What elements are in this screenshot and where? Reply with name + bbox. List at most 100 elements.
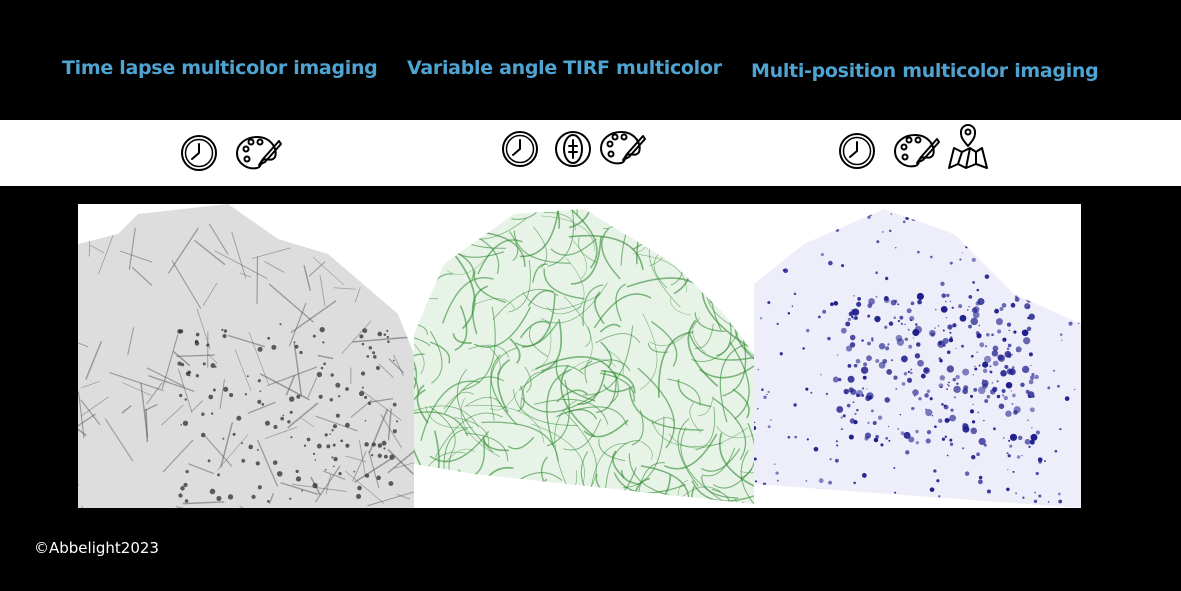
texture	[871, 409, 874, 413]
texture	[1024, 438, 1031, 445]
title: Multi-position multicolor imaging	[751, 60, 1099, 82]
texture	[976, 452, 980, 457]
texture	[806, 328, 810, 333]
texture	[940, 306, 948, 313]
texture	[314, 459, 317, 461]
texture	[563, 418, 602, 451]
texture	[949, 300, 951, 303]
texture	[779, 352, 783, 356]
texture	[340, 439, 344, 443]
texture	[1011, 353, 1014, 356]
texture	[595, 333, 641, 344]
texture	[902, 220, 906, 224]
texture	[256, 448, 259, 451]
palette-icon	[600, 131, 646, 165]
texture	[757, 408, 759, 410]
texture	[317, 354, 334, 360]
texture	[787, 312, 791, 315]
texture	[202, 283, 218, 307]
texture	[425, 405, 474, 429]
texture	[223, 329, 228, 333]
texture	[1013, 330, 1017, 334]
texture	[377, 443, 383, 448]
texture	[185, 469, 189, 474]
texture	[861, 473, 867, 478]
texture	[259, 390, 262, 393]
texture	[698, 396, 714, 416]
texture	[372, 351, 376, 355]
texture	[361, 389, 402, 421]
texture	[78, 340, 89, 348]
texture	[841, 264, 845, 268]
texture	[396, 420, 399, 423]
texture	[361, 342, 365, 346]
texture	[121, 405, 132, 414]
texture	[1024, 303, 1031, 310]
texture	[866, 355, 872, 362]
texture	[971, 455, 976, 460]
texture	[978, 324, 981, 327]
texture	[532, 263, 548, 283]
texture	[296, 394, 301, 399]
texture	[365, 473, 370, 478]
texture	[187, 370, 192, 375]
texture	[239, 272, 252, 278]
texture	[873, 437, 879, 443]
texture	[194, 239, 226, 266]
texture	[247, 401, 276, 415]
texture	[325, 474, 332, 495]
texture	[456, 368, 494, 453]
texture	[900, 322, 904, 326]
texture	[378, 363, 394, 378]
texture	[443, 391, 475, 410]
texture	[857, 297, 861, 301]
texture	[271, 344, 277, 350]
texture	[414, 451, 466, 504]
texture	[759, 317, 763, 320]
texture	[208, 394, 214, 400]
texture	[414, 357, 419, 394]
texture	[849, 342, 856, 348]
texture	[621, 469, 640, 486]
texture	[244, 393, 248, 396]
texture	[531, 323, 552, 371]
texture	[895, 387, 898, 391]
texture	[1007, 454, 1011, 458]
texture	[577, 237, 597, 263]
texture	[291, 483, 347, 492]
texture	[598, 439, 626, 462]
texture	[836, 354, 839, 356]
texture	[1058, 499, 1063, 504]
texture	[888, 321, 894, 326]
texture	[978, 386, 986, 395]
texture	[473, 270, 507, 304]
texture	[754, 426, 757, 431]
texture	[631, 410, 644, 446]
texture	[983, 419, 985, 422]
texture	[754, 480, 758, 483]
texture	[955, 374, 960, 380]
texture	[276, 471, 283, 477]
texture	[805, 480, 808, 482]
texture	[316, 443, 322, 449]
texture	[967, 309, 969, 311]
texture	[904, 337, 908, 341]
texture	[533, 226, 548, 269]
texture	[515, 321, 559, 347]
texture	[182, 420, 189, 426]
texture	[146, 382, 163, 405]
texture	[383, 454, 388, 459]
texture	[828, 480, 833, 485]
texture	[301, 418, 315, 428]
texture	[1006, 452, 1009, 455]
texture	[992, 386, 998, 393]
texture	[871, 339, 874, 342]
texture	[572, 240, 587, 280]
texture	[810, 391, 813, 394]
texture	[367, 397, 394, 404]
texture	[677, 418, 699, 487]
texture	[916, 342, 921, 347]
texture	[840, 327, 847, 334]
texture	[992, 360, 999, 367]
texture	[456, 252, 475, 280]
